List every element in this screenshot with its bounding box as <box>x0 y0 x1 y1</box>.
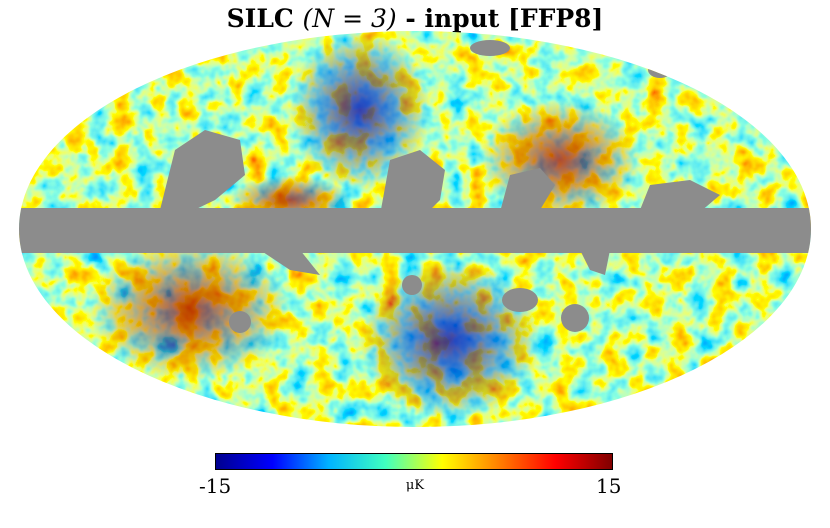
cold-region-south <box>360 260 540 420</box>
colorbar-unit-label: μK <box>405 478 425 493</box>
title-suffix: - input [FFP8] <box>396 4 604 33</box>
title-math: (N = 3) <box>302 4 397 33</box>
map-content <box>19 31 811 427</box>
sky-map <box>19 31 811 427</box>
colorbar <box>215 453 613 470</box>
map-title: SILC (N = 3) - input [FFP8] <box>0 4 830 33</box>
colorbar-gradient <box>215 453 613 470</box>
colorbar-min-label: -15 <box>199 474 232 498</box>
galactic-mask <box>19 40 811 333</box>
colorbar-max-label: 15 <box>596 474 622 498</box>
title-prefix: SILC <box>226 4 303 33</box>
hot-region-south-west <box>90 240 290 380</box>
cold-region-north <box>290 31 430 190</box>
